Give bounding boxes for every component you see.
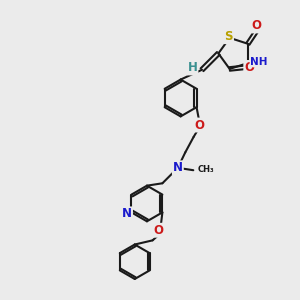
Text: H: H [188,61,197,74]
Text: O: O [252,20,262,32]
Text: N: N [122,207,132,220]
Text: NH: NH [250,56,268,67]
Text: O: O [154,224,164,237]
Text: S: S [224,30,233,43]
Text: N: N [173,161,183,174]
Text: O: O [194,118,204,131]
Text: CH₃: CH₃ [197,165,214,174]
Text: O: O [244,61,254,74]
